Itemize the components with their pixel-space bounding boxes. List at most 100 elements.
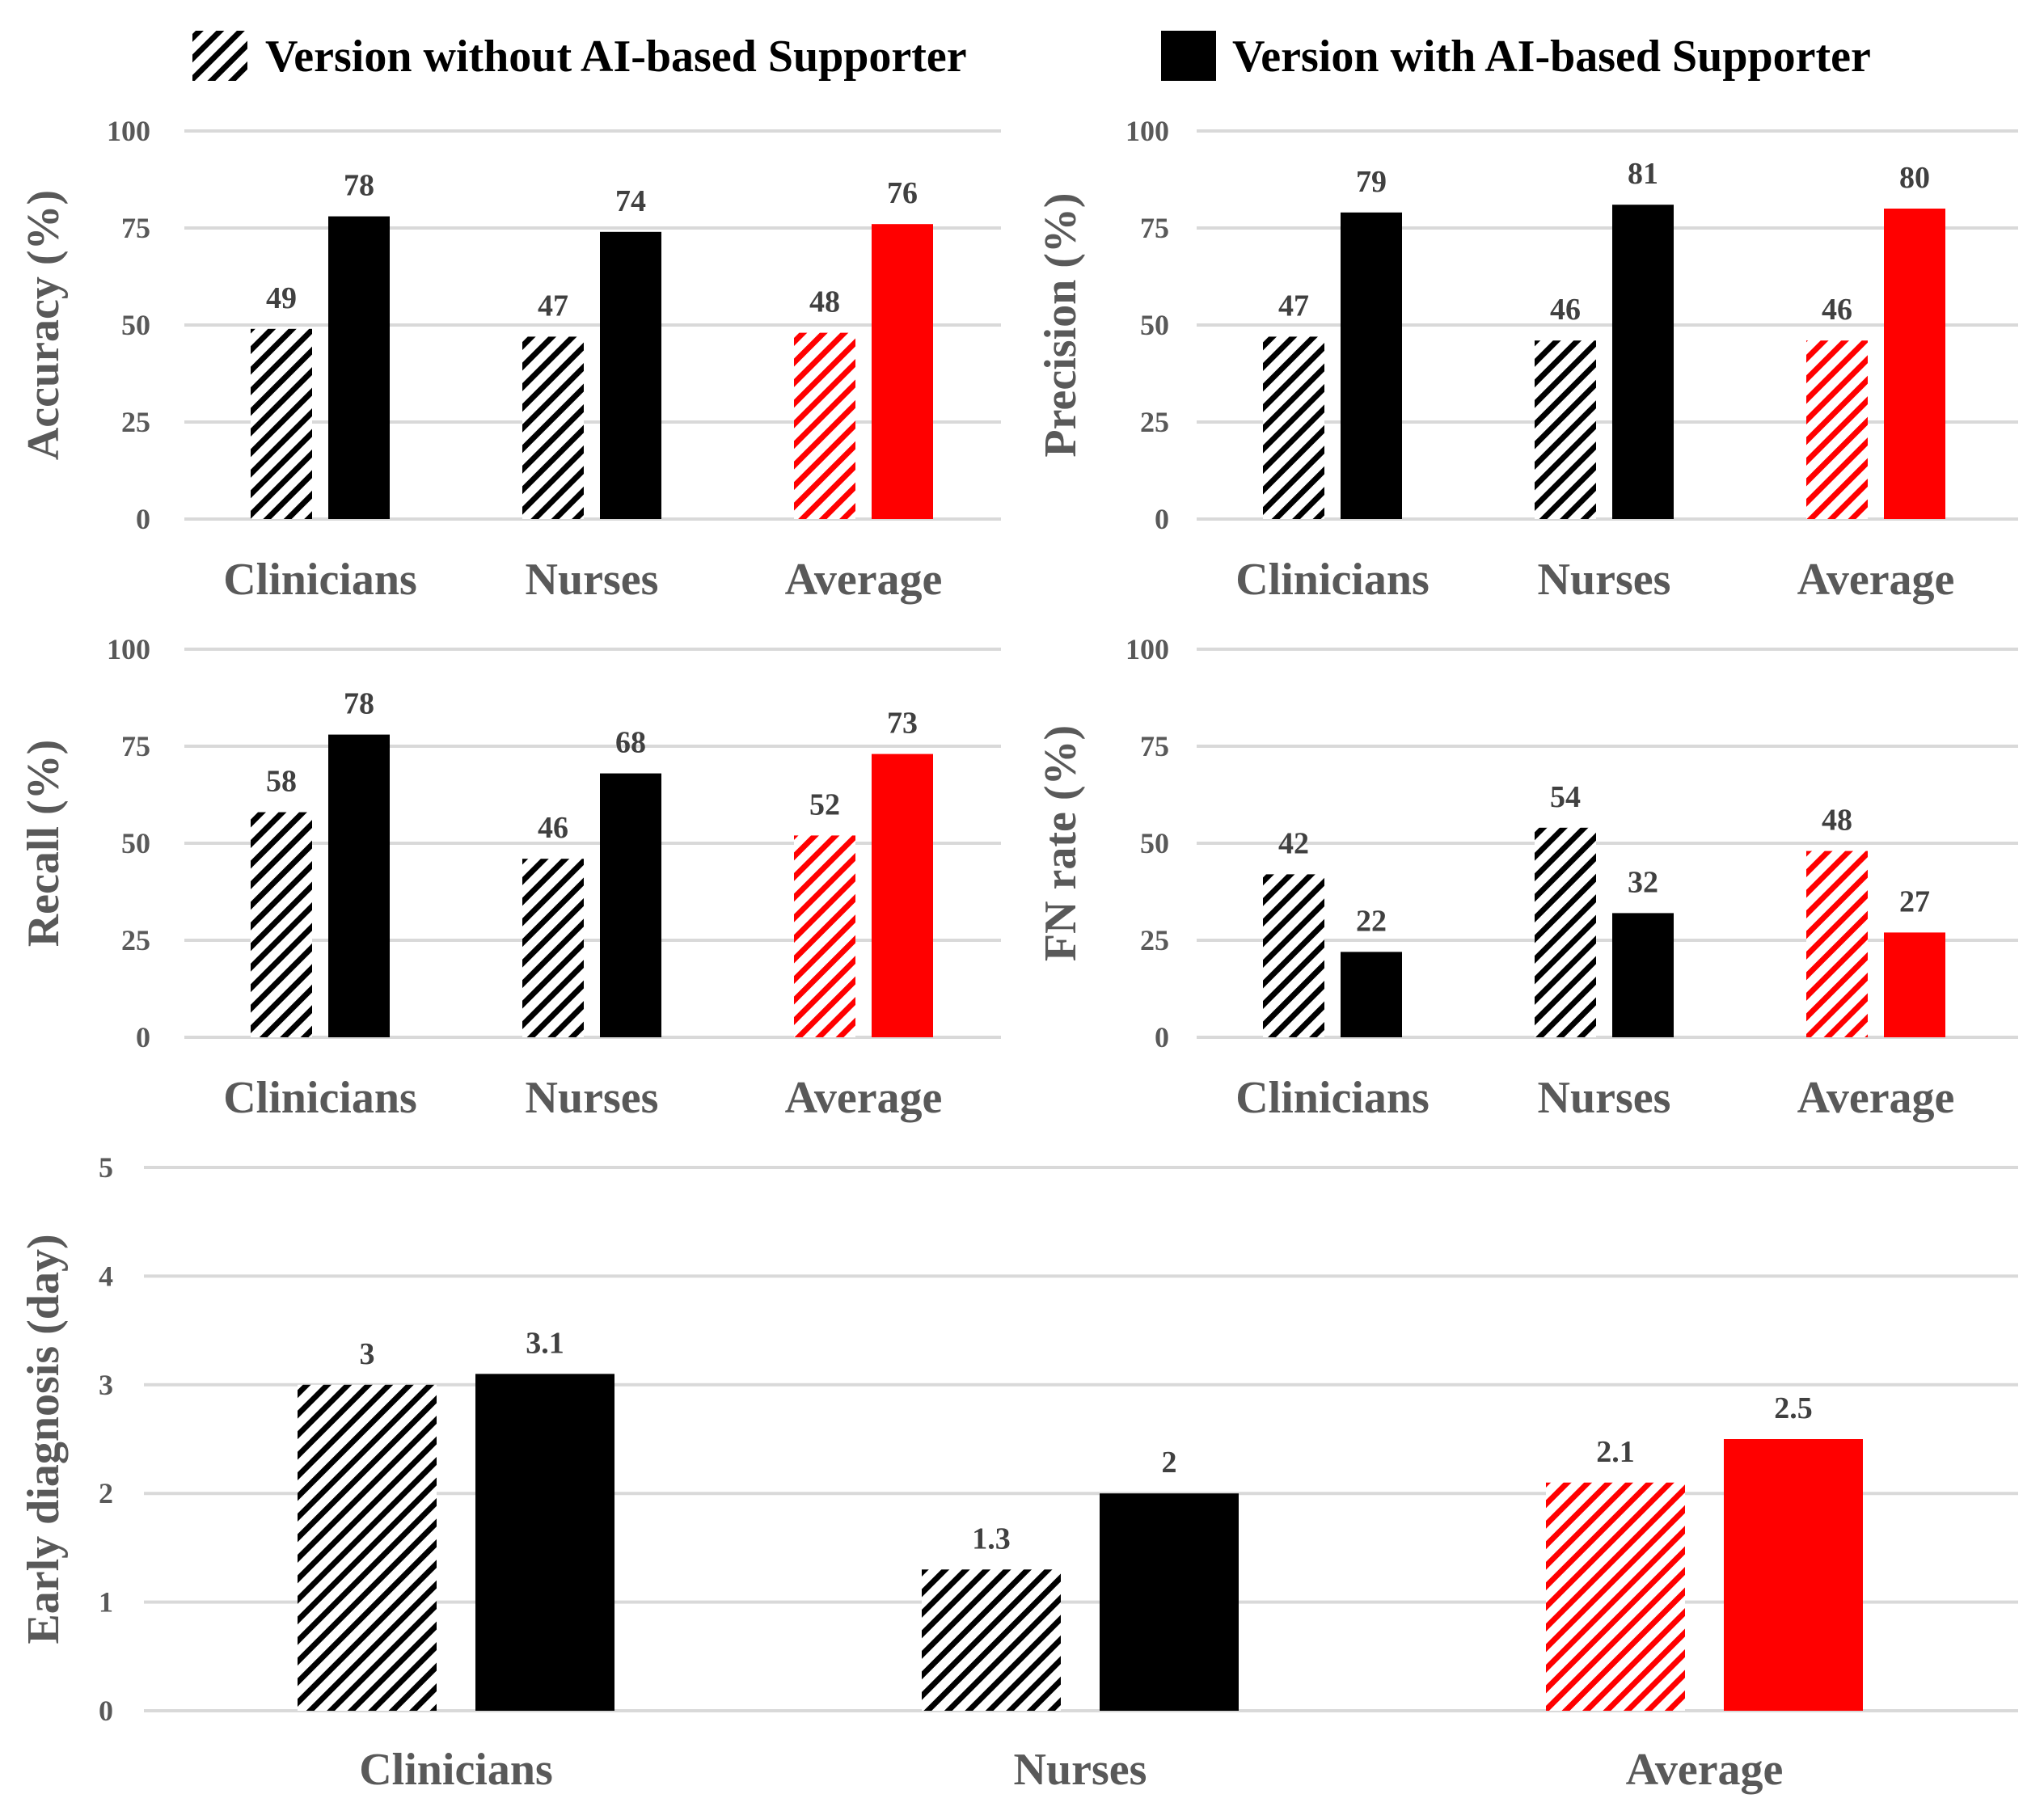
early-diagnosis-chart: 0 1 2 3 4 5 Early diagnosis (day) 3 3.1 Clinician… <box>19 1151 2018 1795</box>
y-tick-label: 50 <box>1140 309 1169 341</box>
bar-clinicians-with-ai <box>328 216 390 519</box>
bar-average-with-ai <box>1884 209 1945 519</box>
y-tick-label: 100 <box>1125 115 1169 147</box>
legend-swatch-solid <box>1161 31 1216 81</box>
y-tick-label: 50 <box>1140 827 1169 859</box>
accuracy-chart: 0 25 50 75 100 Accuracy (%) 49 78 Clinicians 47 74… <box>19 115 1001 605</box>
y-axis-label: Early diagnosis (day) <box>19 1234 69 1644</box>
category-label: Nurses <box>526 555 659 605</box>
data-label: 78 <box>344 169 374 203</box>
bar-average-without-ai <box>1806 851 1868 1037</box>
precision-chart: 0 25 50 75 100 Precision (%) 47 79 Clinicians 46 8… <box>1036 115 2018 605</box>
data-label: 46 <box>538 811 568 845</box>
data-label: 2.1 <box>1596 1435 1635 1469</box>
bar-average-with-ai <box>872 754 933 1037</box>
y-tick-label: 75 <box>1140 730 1169 762</box>
recall-chart: 0 25 50 75 100 Recall (%) 58 78 Clinicians 46 68 Nu… <box>19 633 1001 1123</box>
y-tick-label: 3 <box>99 1369 113 1401</box>
y-tick-label: 0 <box>1155 1021 1169 1053</box>
y-tick-label: 25 <box>1140 406 1169 438</box>
y-tick-label: 0 <box>99 1695 113 1727</box>
bar-clinicians-without-ai <box>1263 874 1324 1037</box>
y-tick-label: 50 <box>121 309 150 341</box>
data-label: 48 <box>1822 804 1852 838</box>
bar-nurses-with-ai <box>600 773 661 1037</box>
legend: Version without AI-based Supporter Versi… <box>192 31 1871 82</box>
bar-average-with-ai <box>1724 1439 1863 1711</box>
data-label: 1.3 <box>972 1522 1011 1556</box>
y-tick-label: 0 <box>1155 503 1169 535</box>
y-tick-label: 0 <box>136 1021 150 1053</box>
data-label: 3.1 <box>526 1326 564 1360</box>
y-tick-label: 0 <box>136 503 150 535</box>
data-label: 54 <box>1550 780 1581 814</box>
bar-nurses-without-ai <box>1535 827 1596 1037</box>
category-label: Clinicians <box>1235 1073 1430 1123</box>
y-tick-label: 100 <box>107 115 150 147</box>
bar-nurses-without-ai <box>522 859 584 1037</box>
data-label: 46 <box>1550 293 1581 327</box>
y-axis-label: FN rate (%) <box>1036 725 1086 961</box>
legend-label-without-ai: Version without AI-based Supporter <box>265 32 967 82</box>
y-tick-label: 25 <box>1140 924 1169 956</box>
data-label: 81 <box>1628 157 1658 191</box>
data-label: 49 <box>266 281 297 315</box>
data-label: 22 <box>1356 904 1387 938</box>
y-tick-label: 50 <box>121 827 150 859</box>
data-label: 76 <box>887 176 918 210</box>
bar-average-without-ai <box>1806 340 1868 519</box>
bar-average-with-ai <box>872 224 933 519</box>
data-label: 68 <box>615 726 646 760</box>
category-label: Nurses <box>526 1073 659 1123</box>
bar-clinicians-without-ai <box>1263 336 1324 519</box>
data-label: 74 <box>615 184 646 218</box>
bar-clinicians-without-ai <box>298 1384 437 1711</box>
y-axis-label: Precision (%) <box>1036 192 1086 457</box>
data-label: 3 <box>360 1337 375 1371</box>
bar-clinicians-with-ai <box>1341 212 1402 519</box>
data-label: 47 <box>538 289 568 323</box>
y-tick-label: 75 <box>121 212 150 244</box>
bar-nurses-with-ai <box>1612 205 1674 519</box>
data-label: 27 <box>1899 884 1930 918</box>
data-label: 79 <box>1356 165 1387 199</box>
category-label: Clinicians <box>223 1073 417 1123</box>
category-label: Clinicians <box>223 555 417 605</box>
y-axis-label: Accuracy (%) <box>19 190 69 460</box>
data-label: 48 <box>809 285 840 319</box>
bar-nurses-without-ai <box>1535 340 1596 519</box>
y-tick-label: 100 <box>107 633 150 665</box>
category-label: Clinicians <box>359 1745 553 1795</box>
category-label: Average <box>785 1073 943 1123</box>
category-label: Clinicians <box>1235 555 1430 605</box>
bar-average-without-ai <box>794 332 855 519</box>
y-tick-label: 4 <box>99 1260 113 1292</box>
bar-average-with-ai <box>1884 932 1945 1037</box>
category-label: Average <box>1626 1745 1784 1795</box>
y-tick-label: 25 <box>121 924 150 956</box>
bar-clinicians-with-ai <box>475 1374 614 1711</box>
data-label: 2 <box>1162 1446 1177 1480</box>
y-tick-label: 5 <box>99 1151 113 1184</box>
y-tick-label: 75 <box>1140 212 1169 244</box>
data-label: 2.5 <box>1774 1391 1813 1425</box>
bar-clinicians-without-ai <box>251 328 312 519</box>
bar-nurses-with-ai <box>600 231 661 519</box>
y-tick-label: 25 <box>121 406 150 438</box>
bar-nurses-without-ai <box>922 1569 1061 1711</box>
y-tick-label: 75 <box>121 730 150 762</box>
data-label: 42 <box>1278 826 1309 860</box>
category-label: Average <box>785 555 943 605</box>
data-label: 73 <box>887 707 918 741</box>
category-label: Nurses <box>1538 555 1671 605</box>
y-tick-label: 100 <box>1125 633 1169 665</box>
fn-rate-chart: 0 25 50 75 100 FN rate (%) 42 22 Clinicians 54 32 N… <box>1036 633 2018 1123</box>
y-tick-label: 1 <box>99 1586 113 1619</box>
bar-nurses-with-ai <box>1612 913 1674 1037</box>
data-label: 52 <box>809 787 840 821</box>
data-label: 32 <box>1628 865 1658 899</box>
bar-clinicians-without-ai <box>251 812 312 1037</box>
bar-average-without-ai <box>794 835 855 1037</box>
category-label: Nurses <box>1538 1073 1671 1123</box>
